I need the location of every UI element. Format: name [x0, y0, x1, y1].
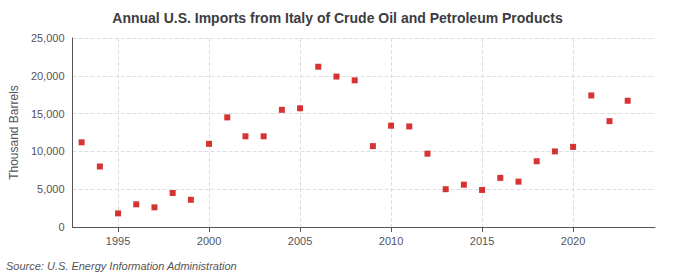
svg-text:Annual U.S. Imports from Italy: Annual U.S. Imports from Italy of Crude …	[112, 10, 563, 26]
svg-text:Source: U.S. Energy Informatio: Source: U.S. Energy Information Administ…	[6, 260, 237, 272]
svg-text:1995: 1995	[106, 235, 130, 247]
svg-text:2000: 2000	[197, 235, 221, 247]
svg-text:20,000: 20,000	[31, 70, 65, 82]
svg-text:25,000: 25,000	[31, 32, 65, 44]
svg-text:15,000: 15,000	[31, 108, 65, 120]
svg-text:5,000: 5,000	[37, 183, 65, 195]
svg-text:2015: 2015	[470, 235, 494, 247]
svg-text:2020: 2020	[561, 235, 585, 247]
svg-text:0: 0	[58, 221, 64, 233]
svg-text:Thousand Barrels: Thousand Barrels	[7, 85, 21, 180]
svg-text:10,000: 10,000	[31, 145, 65, 157]
svg-text:2005: 2005	[288, 235, 312, 247]
svg-text:2010: 2010	[379, 235, 403, 247]
